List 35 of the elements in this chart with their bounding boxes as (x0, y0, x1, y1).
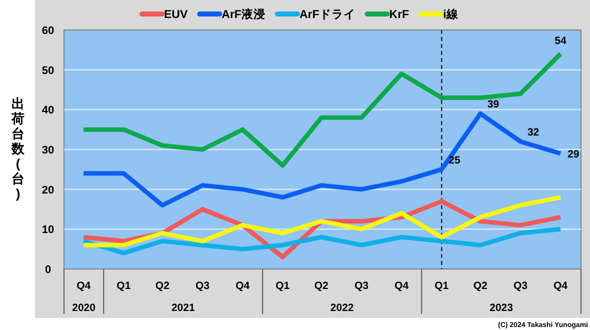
legend-label: ArFドライ (299, 8, 356, 21)
x-tick-label: Q1 (276, 280, 290, 292)
x-tick-label: Q3 (354, 280, 369, 292)
data-label: 25 (448, 154, 460, 166)
y-tick-label: 10 (42, 224, 54, 236)
y-tick-label: 30 (42, 144, 54, 156)
data-label: 29 (568, 148, 580, 160)
legend-label: KrF (389, 9, 410, 21)
legend-label: EUV (164, 9, 188, 21)
x-tick-label: Q4 (76, 280, 91, 292)
x-tick-label: Q4 (554, 280, 568, 292)
data-label: 54 (554, 34, 567, 47)
text: 2021 (171, 302, 195, 314)
x-tick-label: Q4 (394, 280, 409, 292)
text: 2022 (330, 302, 354, 314)
x-tick-label: Q4 (236, 280, 250, 292)
y-tick-label: 60 (42, 25, 54, 37)
text: 2023 (490, 302, 514, 314)
x-tick-label: Q2 (314, 280, 329, 292)
x-tick-label: Q2 (473, 280, 488, 292)
y-tick-label: 40 (42, 104, 54, 117)
x-tick-label: Q1 (116, 280, 131, 292)
data-label: 39 (487, 98, 500, 111)
text: 2020 (72, 302, 96, 314)
y-tick-label: 50 (42, 64, 54, 77)
y-tick-label: 20 (42, 184, 54, 196)
x-tick-label: Q2 (155, 280, 170, 292)
y-tick-label: 0 (44, 264, 52, 276)
y-axis-title: 出荷台数(台) (12, 96, 24, 201)
x-tick-label: Q3 (196, 280, 210, 292)
legend-label: ArF液浸 (222, 7, 266, 21)
data-label: 32 (527, 126, 540, 139)
legend-label: i線 (443, 8, 460, 21)
x-tick-label: Q1 (434, 280, 449, 292)
x-tick-label: Q3 (513, 280, 528, 292)
